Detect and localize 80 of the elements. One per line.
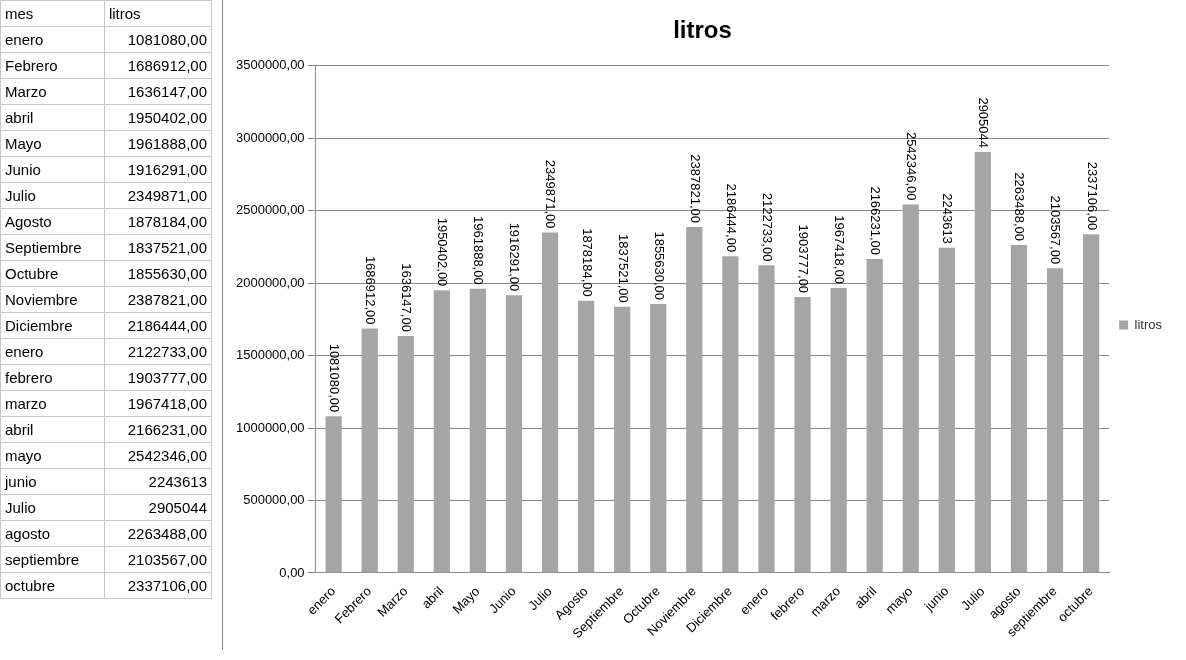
- category-label: Agosto: [5, 213, 52, 230]
- text: 2542346,00: [127, 447, 207, 464]
- category-label: marzo: [5, 395, 47, 412]
- y-tick-label: 2500000,00: [236, 202, 305, 218]
- data-label: 2186444,00: [723, 183, 739, 253]
- text: 1878184,00: [127, 213, 207, 230]
- y-tick-label: 1500000,00: [236, 347, 305, 363]
- category-label: Noviembre: [5, 291, 78, 308]
- data-label: 2387821,00: [687, 154, 703, 223]
- category-label: Septiembre: [5, 239, 82, 256]
- text: mes: [0, 0, 105, 27]
- data-label: 1916291,00: [507, 222, 523, 292]
- data-label: 1878184,00: [579, 228, 595, 297]
- category-label: Octubre: [5, 265, 59, 282]
- text: 2122733,00: [127, 343, 207, 360]
- category-label: septiembre: [5, 551, 80, 568]
- text: 1686912,00: [127, 57, 207, 74]
- data-label: 1950402,00: [435, 217, 451, 287]
- text: 2905044: [148, 499, 207, 516]
- data-label: 2122733,00: [759, 192, 775, 262]
- text: 2186444,00: [127, 317, 207, 334]
- x-tick-label: abril: [851, 583, 880, 612]
- text: 1855630,00: [127, 265, 207, 282]
- x-tick-label: Julio: [958, 583, 988, 614]
- text: 1916291,00: [127, 161, 207, 178]
- category-label: Mayo: [5, 135, 42, 152]
- data-label: 2542346,00: [904, 131, 920, 201]
- category-label: enero: [5, 31, 44, 48]
- text: 2103567,00: [127, 551, 207, 568]
- y-tick-label: 3000000,00: [236, 129, 305, 145]
- data-label: 1686912,00: [363, 255, 379, 325]
- chart-title: litros: [673, 16, 732, 44]
- y-tick-label: 0,00: [279, 564, 305, 580]
- text: 1950402,00: [127, 109, 207, 126]
- category-label: agosto: [5, 525, 51, 542]
- data-label: 2905044: [976, 97, 992, 149]
- category-label: Febrero: [5, 57, 58, 74]
- text: 1903777,00: [127, 369, 207, 386]
- data-label: 2243613: [940, 193, 956, 244]
- data-label: 1967418,00: [832, 215, 848, 284]
- text: 2263488,00: [127, 525, 207, 542]
- text: 1636147,00: [127, 83, 207, 100]
- text: 2349871,00: [127, 187, 207, 204]
- data-label: 1855630,00: [651, 231, 667, 301]
- category-label: Julio: [5, 499, 36, 516]
- data-label: 2103567,00: [1048, 195, 1064, 265]
- data-label: 2166231,00: [868, 186, 884, 256]
- data-label: 1837521,00: [615, 234, 631, 303]
- category-label: Diciembre: [5, 317, 73, 334]
- data-label: 2263488,00: [1012, 172, 1028, 241]
- y-tick-label: 2000000,00: [236, 274, 305, 290]
- text: 1837521,00: [127, 239, 207, 256]
- category-label: febrero: [5, 369, 53, 386]
- data-label: 1636147,00: [399, 263, 415, 332]
- data-label: 2337106,00: [1084, 161, 1100, 231]
- legend-label: litros: [1134, 316, 1163, 332]
- text: 2243613: [148, 473, 207, 490]
- category-label: Marzo: [5, 83, 47, 100]
- category-label: mayo: [5, 447, 42, 464]
- category-label: abril: [5, 421, 34, 438]
- text: 2387821,00: [127, 291, 207, 308]
- category-label: junio: [5, 473, 37, 490]
- data-label: 2349871,00: [543, 159, 559, 229]
- category-label: abril: [5, 109, 34, 126]
- x-tick-label: Julio: [525, 583, 555, 614]
- category-label: Junio: [5, 161, 41, 178]
- text: litros: [108, 5, 141, 22]
- text: 1081080,00: [127, 31, 207, 48]
- y-tick-label: 500000,00: [243, 492, 305, 508]
- text: 1961888,00: [127, 135, 207, 152]
- category-label: Julio: [5, 187, 36, 204]
- text: 2166231,00: [127, 421, 207, 438]
- text: 2337106,00: [127, 577, 207, 594]
- text: 1967418,00: [127, 395, 207, 412]
- y-tick-label: 3500000,00: [236, 57, 305, 73]
- data-label: 1081080,00: [327, 343, 343, 413]
- y-tick-label: 1000000,00: [236, 419, 305, 435]
- data-label: 1903777,00: [795, 224, 811, 294]
- category-label: enero: [5, 343, 44, 360]
- data-label: 1961888,00: [471, 216, 487, 285]
